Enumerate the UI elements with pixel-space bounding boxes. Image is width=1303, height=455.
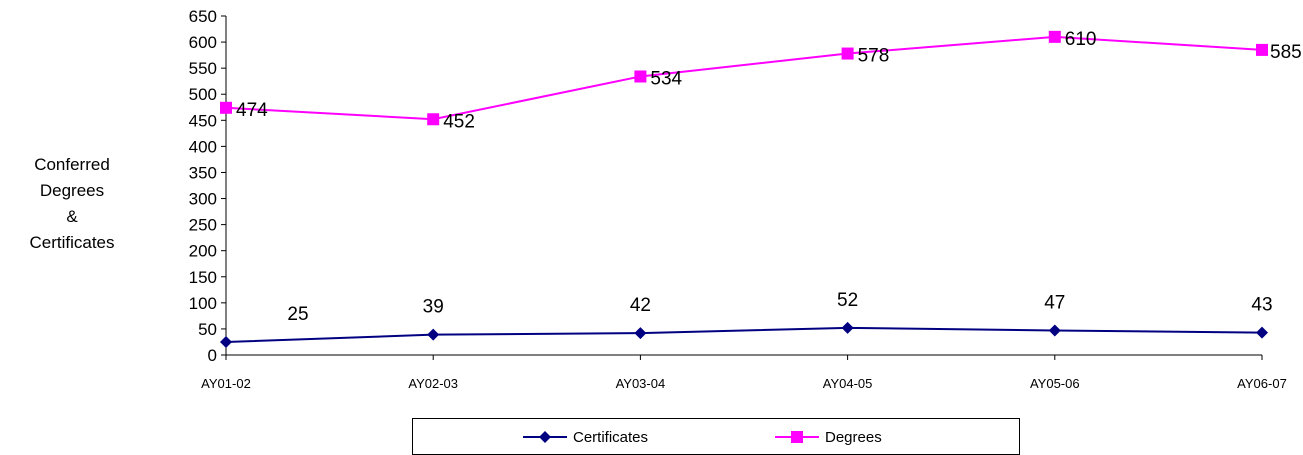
y-axis-label-line: Certificates — [29, 233, 115, 252]
y-tick-label: 500 — [189, 85, 217, 104]
series-line-certificates — [225, 326, 1263, 343]
data-label-degrees: 474 — [236, 100, 268, 121]
data-point-certificates — [1256, 326, 1268, 339]
y-axis-label-line: & — [66, 207, 78, 226]
data-label-degrees: 578 — [858, 46, 890, 67]
legend-swatch-certificates — [523, 431, 567, 443]
data-label-degrees: 585 — [1270, 42, 1302, 63]
data-point-degrees — [1048, 30, 1061, 43]
y-tick-label: 150 — [189, 268, 217, 287]
x-tick-label: AY03-04 — [616, 376, 666, 391]
data-point-certificates — [634, 327, 647, 340]
y-tick-label: 200 — [189, 242, 217, 261]
x-tick-label: AY02-03 — [408, 376, 458, 391]
x-tick-label: AY06-07 — [1237, 376, 1287, 391]
y-tick-label: 350 — [189, 163, 217, 182]
legend-item-degrees: Degrees — [775, 427, 882, 447]
data-point-degrees — [427, 113, 440, 126]
data-label-degrees: 610 — [1065, 29, 1097, 50]
y-tick-label: 400 — [189, 137, 217, 156]
data-label-certificates: 25 — [287, 304, 308, 325]
data-label-certificates: 42 — [630, 295, 651, 316]
y-tick-label: 250 — [189, 216, 217, 235]
data-point-degrees — [1256, 43, 1268, 56]
y-tick-label: 300 — [189, 190, 217, 209]
y-axis-label: Conferred Degrees & Certificates — [4, 152, 140, 256]
data-label-degrees: 534 — [650, 68, 682, 89]
x-tick-label: AY04-05 — [823, 376, 873, 391]
data-label-certificates: 52 — [837, 290, 858, 311]
x-tick-label: AY01-02 — [201, 376, 251, 391]
y-tick-label: 650 — [189, 7, 217, 26]
y-tick-label: 50 — [198, 320, 217, 339]
data-point-degrees — [841, 47, 854, 60]
data-label-certificates: 47 — [1044, 292, 1065, 313]
y-tick-label: 600 — [189, 33, 217, 52]
data-label-certificates: 43 — [1251, 295, 1272, 316]
series-line-degrees — [225, 35, 1263, 121]
y-tick-label: 0 — [208, 346, 217, 365]
data-label-degrees: 452 — [443, 111, 475, 132]
y-axis-label-line: Conferred — [34, 155, 110, 174]
data-point-certificates — [841, 321, 854, 334]
data-point-certificates — [1048, 324, 1061, 337]
chart-legend: Certificates Degrees — [412, 418, 1020, 455]
legend-swatch-degrees — [775, 431, 819, 443]
data-point-degrees — [220, 101, 232, 114]
legend-label-degrees: Degrees — [825, 428, 882, 446]
y-tick-label: 450 — [189, 111, 217, 130]
legend-item-certificates: Certificates — [523, 427, 648, 447]
data-label-certificates: 39 — [423, 297, 444, 318]
y-tick-label: 100 — [189, 294, 217, 313]
data-point-certificates — [220, 335, 232, 348]
y-axis-label-line: Degrees — [39, 181, 105, 200]
x-tick-label: AY05-06 — [1030, 376, 1080, 391]
y-tick-label: 550 — [189, 59, 217, 78]
data-point-certificates — [427, 328, 440, 341]
legend-label-certificates: Certificates — [573, 428, 649, 446]
data-point-degrees — [634, 70, 647, 83]
